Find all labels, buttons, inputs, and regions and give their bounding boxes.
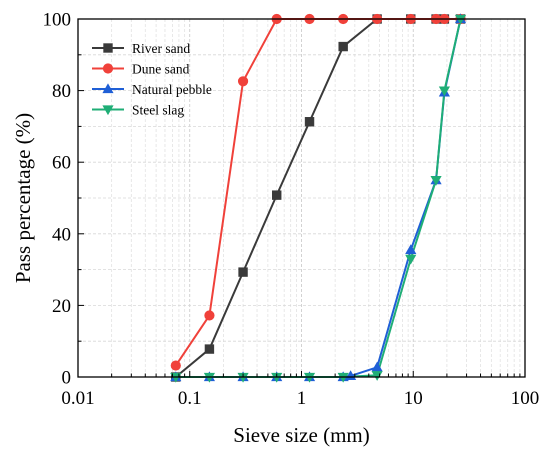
grid	[78, 19, 525, 377]
axis-ticks	[77, 18, 526, 378]
legend-label-dune-sand: Dune sand	[132, 61, 190, 76]
legend-marker-river-sand	[103, 43, 113, 53]
steel-slag-point	[405, 254, 417, 265]
y-tick-label: 100	[43, 10, 72, 31]
y-tick-label: 60	[52, 153, 71, 174]
steel-slag-point	[430, 176, 442, 186]
legend-marker-natural-pebble	[102, 83, 114, 94]
x-tick-label: 0.1	[178, 388, 202, 409]
x-tick-label: 100	[511, 388, 540, 409]
river-sand-point	[338, 41, 348, 52]
legend: River sand Dune sand Natural pebble Steel s…	[92, 41, 212, 117]
river-sand-point	[238, 267, 248, 277]
river-sand-point	[204, 344, 215, 354]
y-axis-title: Pass percentage (%)	[11, 113, 35, 283]
x-axis-title: Sieve size (mm)	[233, 423, 369, 447]
y-tick-label: 80	[52, 81, 71, 102]
x-tick-labels: 0.01 0.1 1 10 100	[61, 388, 539, 409]
x-tick-label: 10	[404, 388, 423, 409]
y-tick-labels: 0 20 40 60 80 100	[43, 10, 72, 389]
dune-sand-point	[237, 76, 249, 87]
steel-slag-point	[438, 86, 450, 97]
legend-marker-steel-slag	[102, 105, 114, 116]
legend-label-natural-pebble: Natural pebble	[132, 82, 212, 97]
y-tick-label: 0	[62, 368, 72, 389]
x-tick-label: 1	[297, 388, 307, 409]
dune-sand-point	[170, 360, 181, 371]
x-tick-label: 0.01	[61, 388, 94, 409]
dune-sand-point	[204, 310, 215, 321]
legend-label-steel-slag: Steel slag	[132, 102, 184, 117]
legend-label-river-sand: River sand	[132, 41, 190, 56]
river-sand-point	[272, 190, 282, 200]
dune-sand-line	[174, 18, 461, 367]
river-sand-point	[304, 117, 315, 127]
natural-pebble-point	[405, 244, 417, 255]
y-tick-label: 20	[52, 296, 71, 317]
y-tick-label: 40	[52, 224, 71, 245]
legend-marker-dune-sand	[102, 63, 114, 74]
